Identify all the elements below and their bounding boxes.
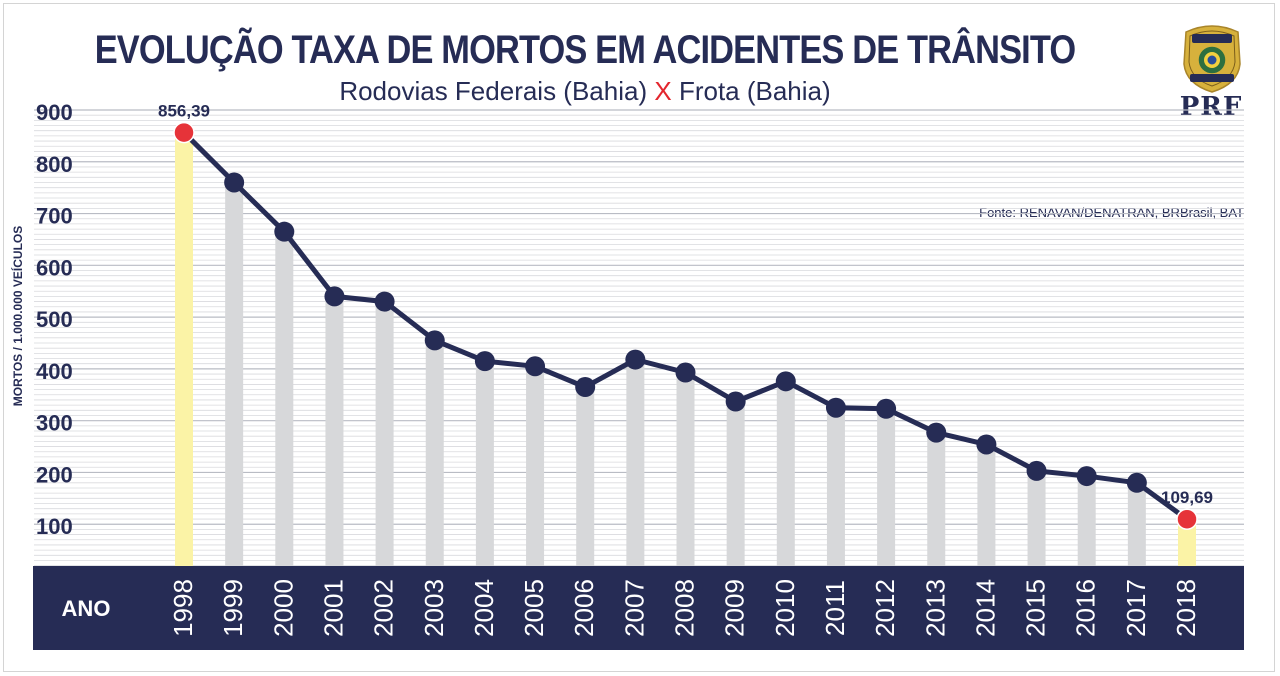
point-2008 xyxy=(675,362,696,383)
point-2001 xyxy=(324,286,345,307)
x-tick-label: 2005 xyxy=(519,579,549,637)
bar-2004 xyxy=(475,361,494,578)
x-tick-label: 1998 xyxy=(168,579,198,637)
x-tick-label: 2011 xyxy=(820,580,850,636)
bar-2003 xyxy=(425,340,444,578)
point-1998 xyxy=(173,121,195,144)
y-tick-label: 800 xyxy=(36,152,73,177)
x-axis-band: ANO 1998 1999 2000 2001 2002 2003 2004 2005 2006 2… xyxy=(33,566,1244,650)
axis-band-bg xyxy=(33,566,1244,650)
x-tick-label: 2000 xyxy=(268,579,298,637)
bar-2009 xyxy=(726,401,745,578)
chart-frame xyxy=(3,3,1275,672)
y-tick-label: 600 xyxy=(36,255,73,280)
bar-2015 xyxy=(1027,470,1046,578)
bar-2000 xyxy=(275,231,294,578)
subtitle-part2: Frota (Bahia) xyxy=(678,76,831,106)
bar-2007 xyxy=(626,359,645,578)
bar-1998 xyxy=(175,132,193,578)
point-2010 xyxy=(775,371,796,392)
point-2011 xyxy=(825,397,846,418)
bar-2014 xyxy=(977,444,996,578)
x-tick-label: 2001 xyxy=(318,579,348,637)
y-tick-label: 900 xyxy=(36,100,73,125)
bar-2016 xyxy=(1077,476,1096,578)
y-tick-label: 200 xyxy=(36,462,73,487)
point-2015 xyxy=(1026,460,1047,481)
bar-2017 xyxy=(1127,482,1146,578)
point-2017 xyxy=(1126,472,1147,493)
point-1999 xyxy=(224,172,245,193)
point-2014 xyxy=(976,434,997,455)
x-tick-label: 1999 xyxy=(218,579,248,637)
bar-2018 xyxy=(1178,519,1196,578)
point-2004 xyxy=(474,351,495,372)
x-tick-label: 2017 xyxy=(1121,579,1151,637)
chart-subtitle: Rodovias Federais (Bahia) X Frota (Bahia… xyxy=(0,76,1170,107)
point-2003 xyxy=(424,330,445,351)
x-tick-label: 2012 xyxy=(870,579,900,637)
x-axis-label: ANO xyxy=(62,596,111,621)
bars xyxy=(175,132,1196,578)
x-tick-label: 2002 xyxy=(369,579,399,637)
bar-2001 xyxy=(325,296,344,578)
x-tick-label: 2006 xyxy=(569,579,599,637)
point-2000 xyxy=(274,221,295,242)
data-label-1998: 856,39 xyxy=(158,102,210,121)
y-tick-label: 700 xyxy=(36,204,73,229)
x-tick-label: 2015 xyxy=(1021,579,1051,637)
bar-2005 xyxy=(526,366,545,578)
y-tick-label: 300 xyxy=(36,411,73,436)
point-2016 xyxy=(1076,466,1097,487)
point-2018 xyxy=(1176,508,1198,530)
chart-title: EVOLUÇÃO TAXA DE MORTOS EM ACIDENTES DE … xyxy=(94,28,1076,72)
x-tick-label: 2003 xyxy=(419,579,449,637)
point-2002 xyxy=(374,291,395,312)
series-points xyxy=(173,121,1198,530)
bar-2012 xyxy=(877,408,896,578)
bar-2006 xyxy=(576,387,595,578)
point-2013 xyxy=(926,422,947,443)
prf-badge-icon xyxy=(1183,25,1241,93)
point-2005 xyxy=(525,356,546,377)
bar-1999 xyxy=(225,182,244,578)
bar-2011 xyxy=(826,407,845,578)
y-tick-label: 500 xyxy=(36,307,73,332)
x-tick-label: 2016 xyxy=(1071,579,1101,637)
point-2006 xyxy=(575,377,596,398)
subtitle-x: X xyxy=(654,76,672,106)
x-tick-label: 2007 xyxy=(619,579,649,637)
x-tick-label: 2004 xyxy=(469,579,499,637)
point-2009 xyxy=(725,391,746,412)
y-tick-label: 400 xyxy=(36,359,73,384)
x-tick-label: 2018 xyxy=(1171,579,1201,637)
data-labels: 856,39 109,69 xyxy=(158,102,1213,508)
x-tick-label: 2013 xyxy=(920,579,950,637)
y-tick-labels: 100 200 300 400 500 600 700 800 900 xyxy=(36,100,73,539)
prf-logo-text: PRF xyxy=(1179,92,1243,122)
bar-2002 xyxy=(375,301,394,578)
x-tick-label: 2014 xyxy=(970,579,1000,637)
y-tick-label: 100 xyxy=(36,514,73,539)
point-2007 xyxy=(625,349,646,370)
point-2012 xyxy=(876,398,897,419)
bar-2010 xyxy=(776,381,795,578)
x-tick-label: 2009 xyxy=(720,579,750,637)
bar-2008 xyxy=(676,372,695,578)
x-tick-label: 2010 xyxy=(770,579,800,637)
data-label-2018: 109,69 xyxy=(1161,488,1213,507)
bar-2013 xyxy=(927,432,946,578)
subtitle-part1: Rodovias Federais (Bahia) xyxy=(339,76,648,106)
x-tick-label: 2008 xyxy=(670,579,700,637)
